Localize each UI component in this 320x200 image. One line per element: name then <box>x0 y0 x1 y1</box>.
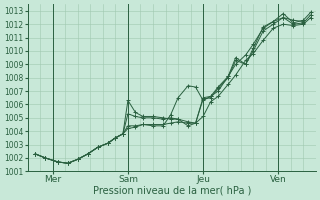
X-axis label: Pression niveau de la mer( hPa ): Pression niveau de la mer( hPa ) <box>92 186 251 196</box>
